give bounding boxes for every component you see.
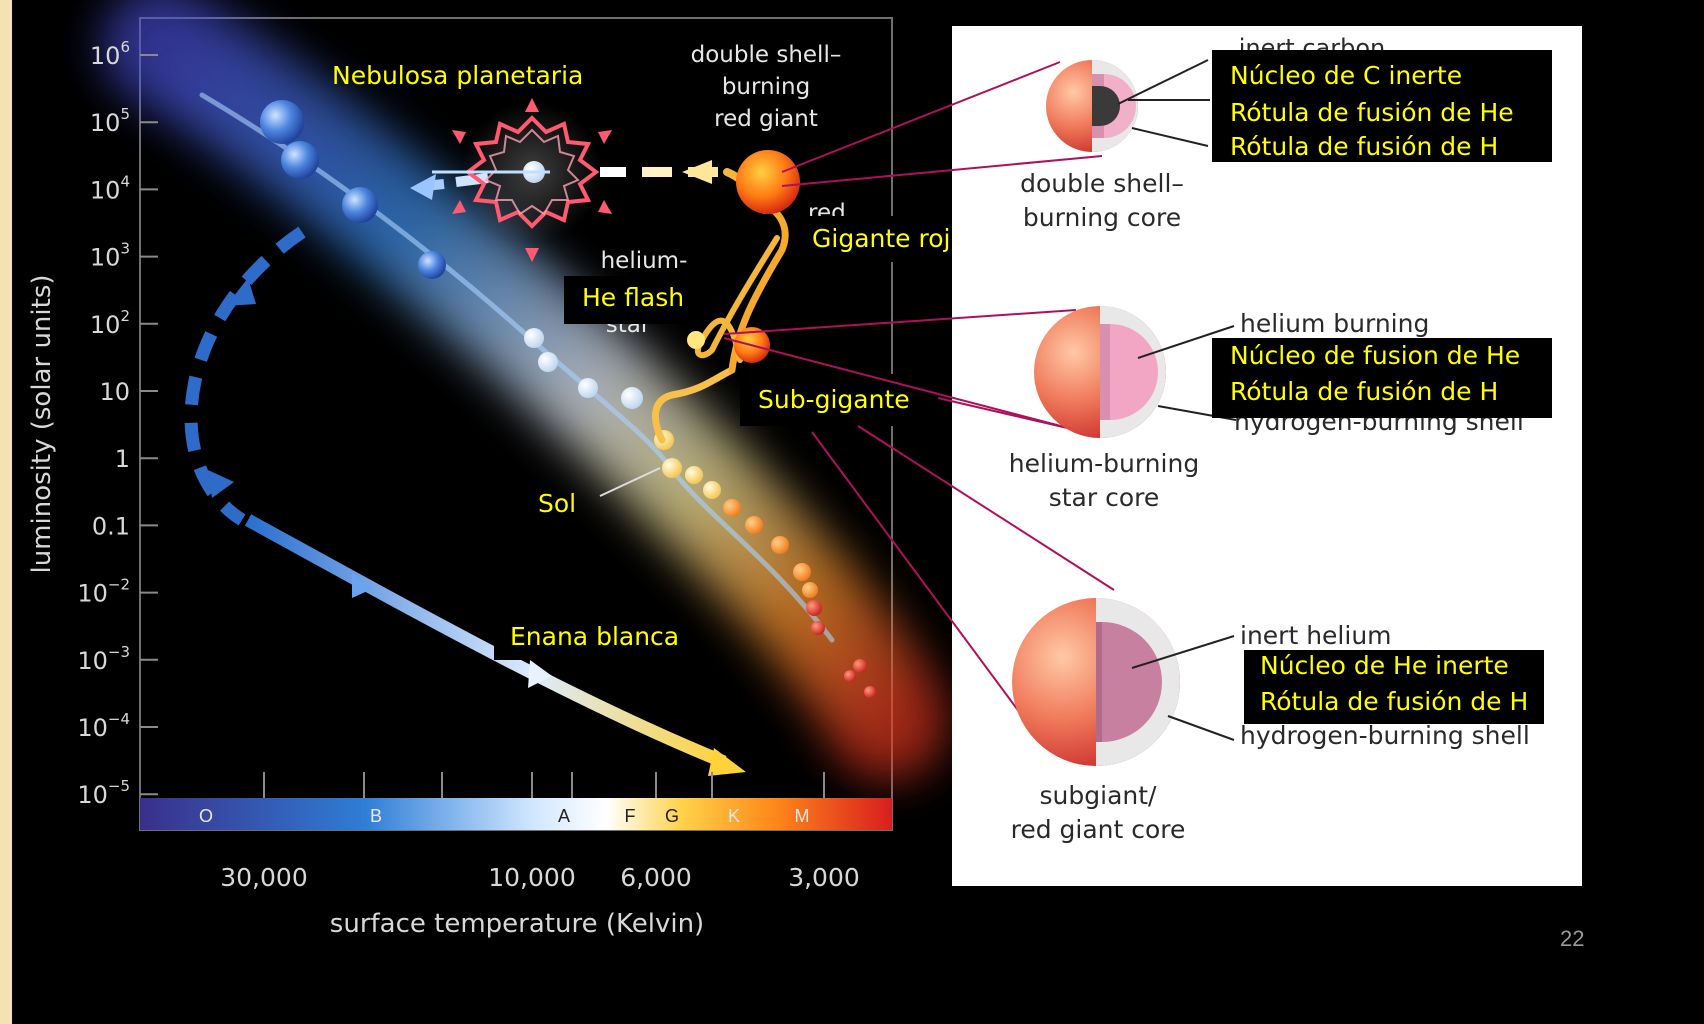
spectral-class-g: G xyxy=(665,806,679,826)
helium-burning-core xyxy=(1034,306,1237,438)
sub-gigante-label: Sub-gigante xyxy=(758,385,910,414)
connector-lines xyxy=(723,61,1115,741)
double-shell-red-giant-label-1: double shell– xyxy=(691,42,842,68)
he-flash-star xyxy=(687,331,705,349)
x-tick-label: 30,000 xyxy=(220,863,307,892)
y-tick-label: 0.1 xyxy=(92,512,130,540)
rotula-h-label-3: Rótula de fusión de H xyxy=(1260,687,1528,716)
rotula-h-label-1: Rótula de fusión de H xyxy=(1230,132,1498,161)
double-shell-labels-box xyxy=(1212,50,1552,162)
helium-burning-orig-label: helium burning xyxy=(1240,309,1429,338)
rotula-h-label-2: Rótula de fusión de H xyxy=(1230,377,1498,406)
y-tick-label: 103 xyxy=(90,240,130,272)
he-flash-label: He flash xyxy=(582,283,684,312)
slide: 106 105 104 103 102 10 1 0.1 10−2 10−3 10−4 10−5 lu… xyxy=(12,0,1704,1024)
gigante-roja-label: Gigante roja xyxy=(812,224,966,253)
y-tick-label: 10−5 xyxy=(77,777,130,809)
spectral-class-a: A xyxy=(558,806,570,826)
hydrogen-burning-shell-orig-2: hydrogen-burning shell xyxy=(1240,721,1530,750)
double-shell-red-giant-label-2: burning xyxy=(722,74,810,100)
double-shell-red-giant-label-3: red giant xyxy=(714,106,818,132)
cooling-arrow-1 xyxy=(226,278,256,306)
subgiant-labels-box xyxy=(1244,650,1544,724)
y-tick-label: 102 xyxy=(90,307,130,339)
main-sequence-stars xyxy=(260,100,876,698)
subgiant-core xyxy=(1012,598,1235,766)
x-tick-label: 6,000 xyxy=(620,863,692,892)
x-tick-label: 10,000 xyxy=(488,863,575,892)
x-axis-label: surface temperature (Kelvin) xyxy=(330,909,704,939)
subgiant-caption-1: subgiant/ xyxy=(1040,781,1158,810)
y-tick-label: 106 xyxy=(90,38,130,70)
double-shell-core xyxy=(1046,59,1210,152)
spectral-class-o: O xyxy=(199,806,213,826)
enana-blanca-label: Enana blanca xyxy=(510,622,679,651)
nucleo-fusion-he-label: Núcleo de fusion de He xyxy=(1230,341,1520,370)
rotula-he-label: Rótula de fusión de He xyxy=(1230,98,1514,127)
red-giant-star xyxy=(736,150,800,214)
spectral-class-f: F xyxy=(625,806,636,826)
y-tick-label: 10−3 xyxy=(77,643,130,675)
spectral-class-k: K xyxy=(728,806,740,826)
double-shell-caption-2: burning core xyxy=(1023,203,1181,232)
gigante-roja-box xyxy=(796,216,962,262)
y-tick-label: 10 xyxy=(99,378,130,406)
y-tick-label: 105 xyxy=(90,105,130,137)
slide-number: 22 xyxy=(1560,926,1584,951)
x-tick-label: 3,000 xyxy=(788,863,860,892)
helium-core-caption-2: star core xyxy=(1049,483,1160,512)
x-axis-ticks: 30,000 10,000 6,000 3,000 xyxy=(220,772,860,892)
y-tick-label: 10−2 xyxy=(77,576,130,608)
inert-helium-orig-label: inert helium xyxy=(1240,621,1392,650)
subgiant-caption-2: red giant core xyxy=(1011,815,1186,844)
spectral-class-b: B xyxy=(370,806,382,826)
enana-blanca-box xyxy=(494,614,674,660)
cooling-arc xyxy=(184,226,306,526)
planetary-nebula xyxy=(432,98,612,262)
nucleo-he-inerte-label: Núcleo de He inerte xyxy=(1260,651,1509,680)
y-tick-label: 1 xyxy=(115,445,130,473)
y-tick-label: 104 xyxy=(90,172,130,204)
sub-gigante-box xyxy=(740,374,936,426)
y-axis-label: luminosity (solar units) xyxy=(27,274,57,573)
spectral-strip xyxy=(140,798,892,830)
nucleo-c-inerte-label: Núcleo de C inerte xyxy=(1230,61,1462,90)
cooling-arrow-2 xyxy=(208,470,234,498)
helium-core-caption-1: helium-burning xyxy=(1009,449,1199,478)
double-shell-caption-1: double shell– xyxy=(1020,169,1184,198)
sol-label: Sol xyxy=(538,489,576,518)
helium-star-label-1: helium- xyxy=(601,248,688,274)
nebulosa-planetaria-label: Nebulosa planetaria xyxy=(332,61,583,90)
white-dwarf-track xyxy=(244,514,746,776)
y-tick-label: 10−4 xyxy=(77,710,130,742)
spectral-class-m: M xyxy=(795,806,810,826)
sol-pointer xyxy=(599,467,661,497)
he-flash-box xyxy=(564,276,696,324)
helium-labels-box xyxy=(1212,338,1552,418)
